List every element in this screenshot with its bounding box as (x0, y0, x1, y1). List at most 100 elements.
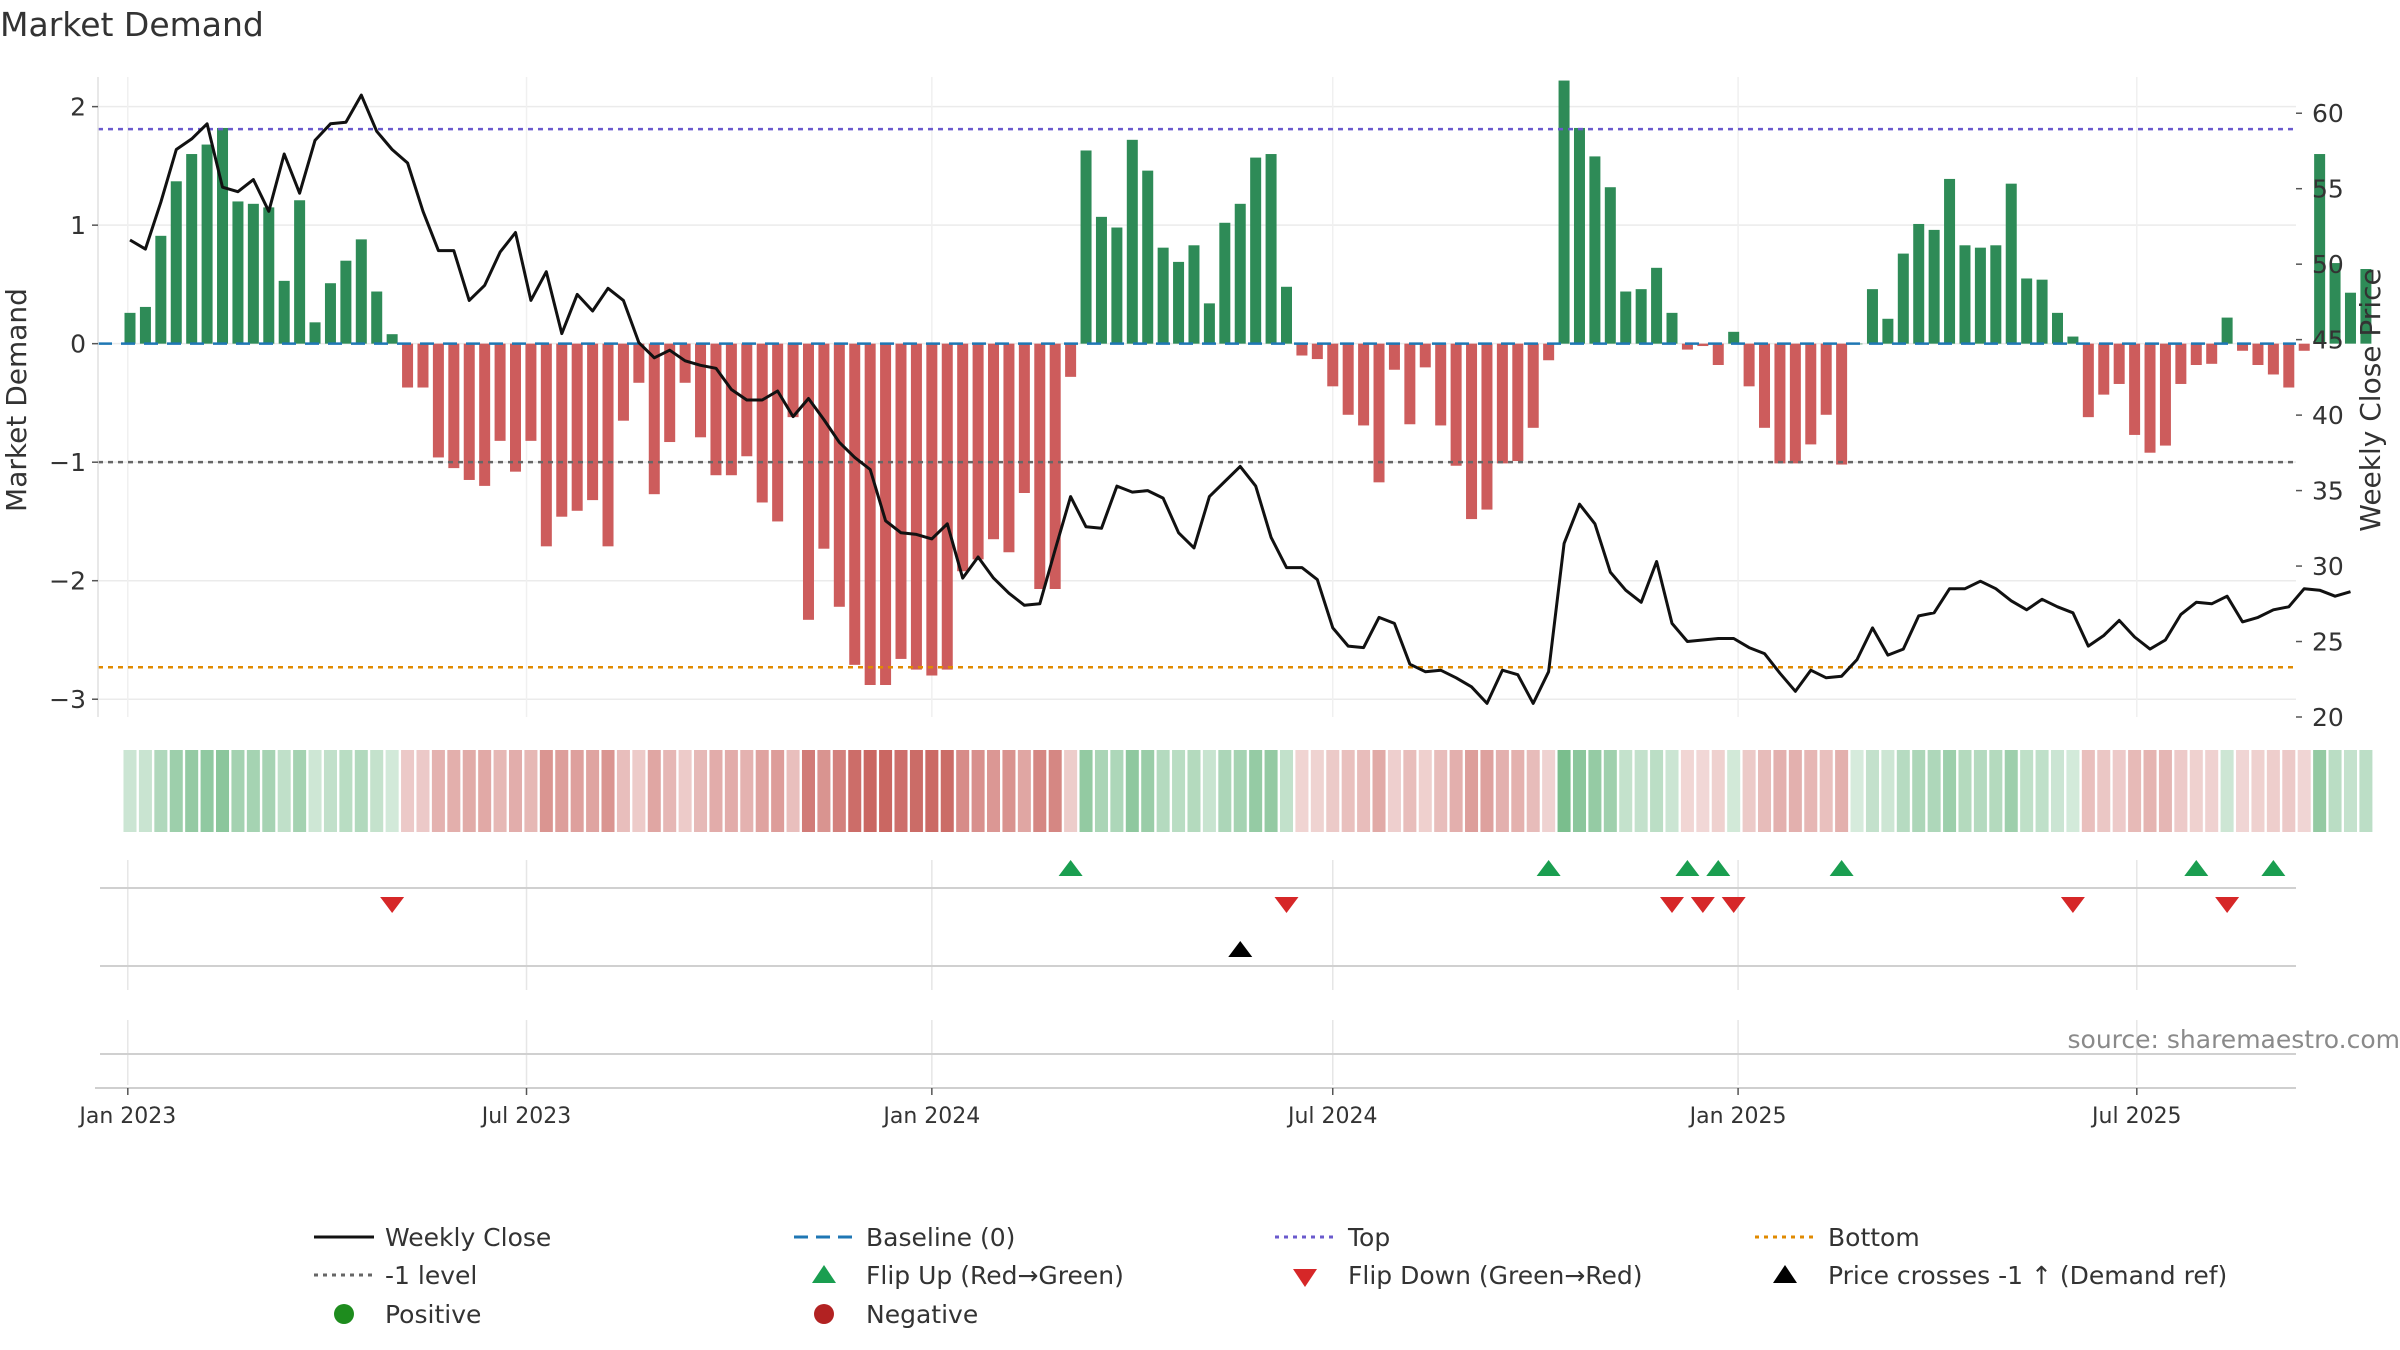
heat-cell (1711, 750, 1725, 832)
heat-cell (1279, 750, 1294, 832)
signal-markers (380, 860, 2286, 957)
demand-bar (1974, 247, 1986, 344)
demand-bar (2052, 312, 2063, 344)
heat-cell (1665, 750, 1679, 832)
demand-bar (849, 343, 861, 665)
heat-cell (2220, 750, 2234, 832)
heat-cell (1434, 750, 1448, 832)
demand-bar (818, 343, 830, 549)
demand-bar (1697, 343, 1709, 347)
heat-cell (246, 750, 260, 832)
heat-cell (1526, 750, 1540, 832)
right-tick-label: 25 (2312, 628, 2344, 657)
demand-bar (664, 343, 676, 443)
demand-bar (2252, 343, 2264, 365)
heat-cell (2081, 750, 2095, 832)
heat-cell (2343, 750, 2357, 832)
demand-bar (355, 239, 367, 344)
legend-item-price-cross: Price crosses -1 ↑ (Demand ref) (1773, 1261, 2227, 1290)
heat-cell (1727, 750, 1741, 832)
demand-bar (1250, 157, 1262, 344)
heat-cell (1634, 750, 1648, 832)
demand-bar (756, 343, 768, 503)
x-tick-label: Jan 2024 (881, 1104, 980, 1129)
demand-bar (1543, 343, 1555, 361)
demand-bar (1620, 291, 1632, 344)
legend-item-baseline: Baseline (0) (794, 1223, 1015, 1252)
demand-bar (510, 343, 521, 472)
heat-cell (1202, 750, 1216, 832)
heat-cell (724, 750, 738, 832)
demand-bar (957, 343, 969, 572)
demand-bar (448, 343, 460, 469)
demand-bar (1681, 343, 1693, 350)
heat-cell (771, 750, 785, 832)
heat-cell (1896, 750, 1910, 832)
heat-cell (2066, 750, 2080, 832)
demand-bar (2129, 343, 2141, 435)
demand-bar (2221, 317, 2233, 344)
demand-bar (1265, 154, 1277, 344)
legend-label-baseline: Baseline (0) (866, 1223, 1015, 1252)
demand-bar (1450, 343, 1462, 466)
demand-bar (124, 312, 136, 344)
demand-bar (1527, 343, 1539, 428)
x-tick-label: Jul 2025 (2090, 1104, 2182, 1129)
flip-up-marker (1058, 860, 1083, 876)
heat-cell (817, 750, 831, 832)
demand-bars (124, 80, 2372, 685)
heat-cell (1804, 750, 1818, 832)
demand-bar (695, 343, 707, 438)
demand-bar (1419, 343, 1431, 368)
demand-bar (1388, 343, 1400, 370)
heat-cell (2112, 750, 2126, 832)
heat-cell (1619, 750, 1633, 832)
left-tick-label: 0 (70, 330, 86, 359)
heat-cell (370, 750, 384, 832)
demand-bar (340, 260, 352, 344)
heat-cell (755, 750, 769, 832)
heat-cell (2097, 750, 2111, 832)
flip-down-marker (1660, 897, 1684, 913)
heat-cell (1310, 750, 1324, 832)
demand-bar (725, 343, 737, 476)
heat-cell (786, 750, 800, 832)
heat-cell (570, 750, 584, 832)
demand-bar (926, 343, 938, 676)
demand-bar (1866, 289, 1878, 344)
heat-cell (586, 750, 600, 832)
demand-bar (972, 343, 984, 560)
left-tick-label: 1 (70, 211, 86, 240)
demand-bar (2206, 343, 2218, 364)
heat-cell (323, 750, 337, 832)
heat-cell (1295, 750, 1309, 832)
demand-bar (988, 343, 1000, 540)
heat-cell (1588, 750, 1602, 832)
demand-bar (1496, 343, 1508, 464)
heat-cell (2189, 750, 2203, 832)
heat-cell (1973, 750, 1987, 832)
heat-cell (940, 750, 954, 832)
heat-cell (1218, 750, 1232, 832)
right-tick-label: 40 (2312, 401, 2344, 430)
legend-item-weekly-close: Weekly Close (314, 1223, 551, 1252)
heat-cell (1125, 750, 1139, 832)
demand-bar (787, 343, 799, 418)
heat-cell (1110, 750, 1124, 832)
heat-cell (2050, 750, 2065, 832)
axes: −3 −2 −1 0 1 2 20 25 30 35 40 45 50 55 60 Jan 2023 Jul 2… (49, 77, 2344, 1129)
heat-cell (894, 750, 908, 832)
left-tick-label: −2 (49, 567, 86, 596)
demand-bar (1712, 343, 1724, 365)
demand-bar (494, 343, 506, 441)
heat-cell (2205, 750, 2219, 832)
heat-cell (1650, 750, 1664, 832)
legend-item-flip-up: Flip Up (Red→Green) (812, 1261, 1124, 1290)
heat-cell (1187, 750, 1201, 832)
heat-cell (1495, 750, 1509, 832)
heat-cell (694, 750, 708, 832)
legend: Weekly Close Baseline (0) Top Bottom -1 … (314, 1223, 2227, 1329)
demand-bar (1558, 80, 1570, 344)
demand-bar (2036, 279, 2048, 344)
